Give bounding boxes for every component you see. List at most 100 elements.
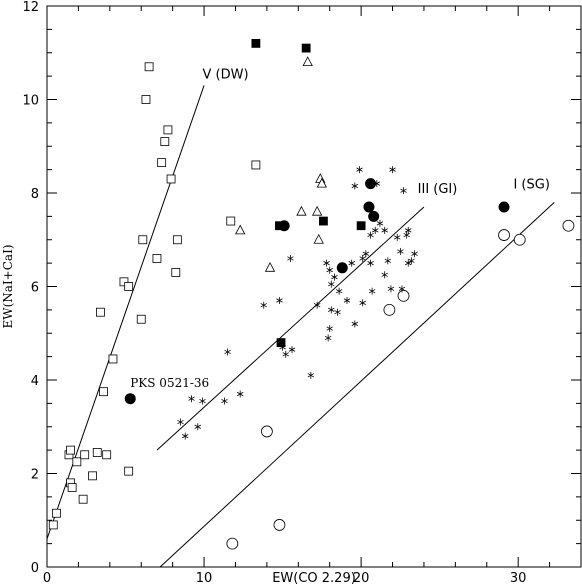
open-square-point: [80, 450, 90, 460]
asterisk-point: [177, 418, 184, 426]
filled-circle-point: [365, 178, 377, 190]
asterisk-point: [376, 219, 384, 227]
asterisk-point: [324, 334, 332, 342]
x-tick-label: 0: [43, 571, 51, 586]
open-circle-point: [383, 303, 396, 316]
asterisk-stroke: [335, 289, 343, 294]
y-tick-label: 6: [31, 281, 39, 296]
asterisk-point: [372, 226, 379, 234]
open-circle-point: [226, 537, 239, 550]
asterisk-point: [389, 166, 396, 174]
open-square-point: [152, 254, 162, 263]
open-circle-point: [513, 233, 526, 246]
asterisk-point: [236, 390, 244, 398]
asterisk-point: [199, 397, 206, 405]
y-tick-label: 2: [31, 468, 39, 483]
open-square-point: [172, 235, 182, 245]
asterisk-point: [221, 397, 228, 405]
open-square-point: [160, 137, 170, 146]
asterisk-point: [367, 231, 374, 239]
open-triangle-point: [302, 56, 313, 66]
asterisk-stroke: [376, 221, 384, 226]
annotations: PKS 0521-36: [130, 376, 209, 390]
asterisk-point: [405, 226, 412, 234]
asterisk-point: [400, 187, 407, 195]
open-square-point: [171, 268, 181, 277]
asterisk-point: [328, 306, 335, 314]
asterisk-point: [323, 259, 330, 267]
asterisk-stroke: [326, 268, 333, 273]
asterisk-point: [287, 254, 294, 262]
open-triangle-point: [264, 261, 276, 272]
asterisk-point: [384, 257, 392, 265]
asterisk-point: [288, 346, 296, 354]
y-tick-label: 8: [31, 187, 39, 202]
asterisk-stroke: [403, 232, 410, 238]
open-square-point: [52, 508, 61, 518]
open-triangle-point: [235, 224, 246, 235]
filled-circle-point: [124, 393, 136, 405]
axis-ticks: [46, 5, 582, 568]
reference-line-label: III (GI): [418, 182, 458, 197]
asterisk-stroke: [362, 251, 370, 256]
asterisk-stroke: [405, 261, 412, 266]
asterisk-stroke: [389, 167, 396, 172]
asterisk-stroke: [351, 183, 359, 189]
reference-line-label: I (SG): [513, 177, 549, 192]
asterisk-stroke: [326, 326, 333, 331]
y-tick-label: 0: [31, 561, 39, 576]
asterisk-stroke: [408, 258, 415, 263]
asterisk-stroke: [307, 373, 315, 378]
asterisk-stroke: [323, 261, 330, 266]
asterisk-point: [181, 432, 189, 440]
asterisk-point: [313, 301, 321, 309]
open-square-point: [166, 174, 176, 184]
asterisk-stroke: [194, 424, 202, 429]
asterisk-point: [260, 301, 267, 309]
asterisk-stroke: [260, 303, 267, 308]
asterisk-stroke: [359, 256, 366, 261]
asterisk-stroke: [381, 272, 388, 277]
reference-line: [156, 206, 425, 451]
asterisk-stroke: [387, 286, 395, 291]
open-triangle-point: [313, 233, 324, 244]
asterisk-point: [411, 250, 418, 258]
y-tick-label: 4: [31, 374, 39, 389]
reference-lines: V (DW) III (GI) I (SG): [46, 67, 555, 568]
data-points: [48, 39, 575, 550]
open-square-point: [119, 277, 129, 287]
asterisk-stroke: [181, 434, 189, 439]
asterisk-stroke: [282, 352, 289, 357]
filled-circle-point: [498, 201, 510, 213]
asterisk-stroke: [359, 300, 366, 305]
asterisk-point: [397, 247, 404, 255]
asterisk-stroke: [348, 261, 355, 266]
asterisk-point: [359, 254, 366, 262]
asterisk-point: [282, 350, 289, 358]
filled-circle-point: [363, 201, 375, 213]
tick-labels: 0 10 20 30 0 2 4 6 8 10 12: [22, 0, 526, 586]
asterisk-stroke: [356, 167, 363, 172]
open-square-point: [251, 160, 261, 170]
y-tick-label: 10: [22, 94, 39, 109]
asterisk-stroke: [328, 307, 335, 312]
asterisk-point: [359, 299, 366, 307]
open-triangle-point: [311, 205, 323, 216]
asterisk-point: [403, 231, 410, 239]
open-square-point: [78, 494, 88, 504]
asterisk-stroke: [324, 335, 332, 341]
filled-square-point: [319, 216, 328, 226]
open-square-point: [124, 466, 134, 476]
open-square-point: [88, 471, 97, 481]
open-square-point: [141, 95, 151, 104]
open-square-point: [48, 520, 58, 530]
open-square-point: [226, 216, 236, 226]
asterisk-point: [326, 325, 333, 333]
asterisk-stroke: [279, 345, 286, 350]
asterisk-stroke: [221, 398, 228, 404]
reference-line: [159, 201, 555, 568]
open-square-point: [102, 450, 112, 460]
asterisk-stroke: [334, 310, 341, 315]
asterisk-point: [405, 259, 412, 267]
filled-square-point: [276, 338, 286, 348]
